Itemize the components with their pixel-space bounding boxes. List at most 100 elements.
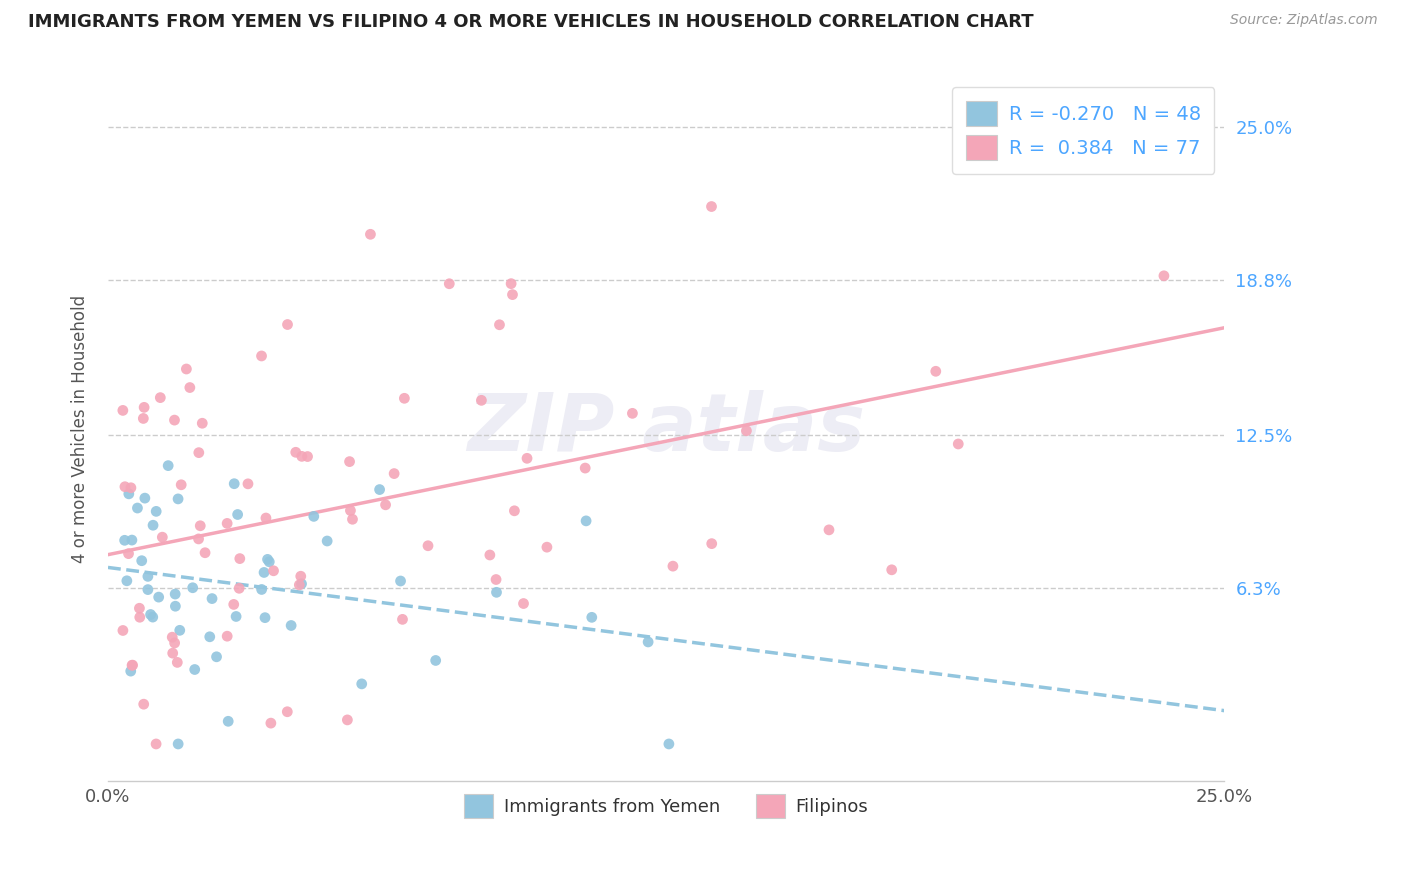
Point: [502, 287, 524, 301]
Point: [503, 504, 526, 518]
Point: [259, 555, 281, 569]
Point: [263, 564, 285, 578]
Point: [512, 597, 534, 611]
Point: [132, 411, 155, 425]
Point: [187, 445, 209, 459]
Point: [478, 548, 501, 562]
Point: [637, 635, 659, 649]
Point: [276, 705, 298, 719]
Point: [115, 574, 138, 588]
Point: [359, 227, 381, 242]
Point: [136, 582, 159, 597]
Point: [120, 481, 142, 495]
Point: [374, 498, 396, 512]
Point: [183, 663, 205, 677]
Point: [297, 450, 319, 464]
Point: [162, 630, 184, 644]
Point: [148, 590, 170, 604]
Point: [284, 445, 307, 459]
Point: [169, 624, 191, 638]
Point: [250, 582, 273, 597]
Point: [111, 403, 134, 417]
Point: [120, 664, 142, 678]
Point: [149, 391, 172, 405]
Point: [201, 591, 224, 606]
Point: [1153, 268, 1175, 283]
Point: [111, 624, 134, 638]
Point: [350, 677, 373, 691]
Point: [516, 451, 538, 466]
Point: [276, 318, 298, 332]
Text: ZIP atlas: ZIP atlas: [467, 390, 865, 468]
Point: [948, 437, 970, 451]
Point: [339, 503, 361, 517]
Point: [225, 609, 247, 624]
Point: [167, 491, 190, 506]
Point: [114, 533, 136, 548]
Point: [181, 581, 204, 595]
Point: [131, 554, 153, 568]
Point: [194, 546, 217, 560]
Point: [163, 636, 186, 650]
Point: [485, 585, 508, 599]
Point: [165, 599, 187, 614]
Point: [167, 737, 190, 751]
Point: [134, 401, 156, 415]
Text: IMMIGRANTS FROM YEMEN VS FILIPINO 4 OR MORE VEHICLES IN HOUSEHOLD CORRELATION CH: IMMIGRANTS FROM YEMEN VS FILIPINO 4 OR M…: [28, 13, 1033, 31]
Point: [818, 523, 841, 537]
Point: [162, 646, 184, 660]
Point: [228, 582, 250, 596]
Point: [198, 630, 221, 644]
Point: [574, 461, 596, 475]
Point: [250, 349, 273, 363]
Point: [188, 518, 211, 533]
Point: [145, 504, 167, 518]
Point: [121, 658, 143, 673]
Point: [166, 656, 188, 670]
Point: [658, 737, 681, 751]
Point: [229, 551, 252, 566]
Point: [128, 610, 150, 624]
Point: [222, 598, 245, 612]
Point: [581, 610, 603, 624]
Y-axis label: 4 or more Vehicles in Household: 4 or more Vehicles in Household: [72, 295, 89, 563]
Point: [191, 416, 214, 430]
Point: [470, 393, 492, 408]
Point: [925, 364, 948, 378]
Point: [342, 512, 364, 526]
Point: [127, 501, 149, 516]
Point: [224, 476, 246, 491]
Point: [217, 516, 239, 531]
Point: [260, 716, 283, 731]
Point: [163, 413, 186, 427]
Point: [145, 737, 167, 751]
Point: [176, 362, 198, 376]
Point: [621, 406, 644, 420]
Point: [536, 540, 558, 554]
Point: [425, 653, 447, 667]
Point: [291, 450, 314, 464]
Point: [700, 200, 723, 214]
Point: [150, 530, 173, 544]
Point: [217, 629, 239, 643]
Point: [253, 610, 276, 624]
Point: [254, 511, 277, 525]
Point: [394, 392, 416, 406]
Point: [142, 518, 165, 533]
Point: [389, 574, 412, 588]
Point: [391, 612, 413, 626]
Point: [236, 476, 259, 491]
Point: [339, 454, 361, 468]
Text: Source: ZipAtlas.com: Source: ZipAtlas.com: [1230, 13, 1378, 28]
Point: [280, 618, 302, 632]
Point: [288, 578, 311, 592]
Point: [501, 277, 523, 291]
Point: [205, 649, 228, 664]
Point: [700, 536, 723, 550]
Point: [880, 563, 903, 577]
Point: [416, 539, 439, 553]
Point: [134, 491, 156, 505]
Point: [316, 534, 339, 549]
Point: [485, 573, 508, 587]
Point: [226, 508, 249, 522]
